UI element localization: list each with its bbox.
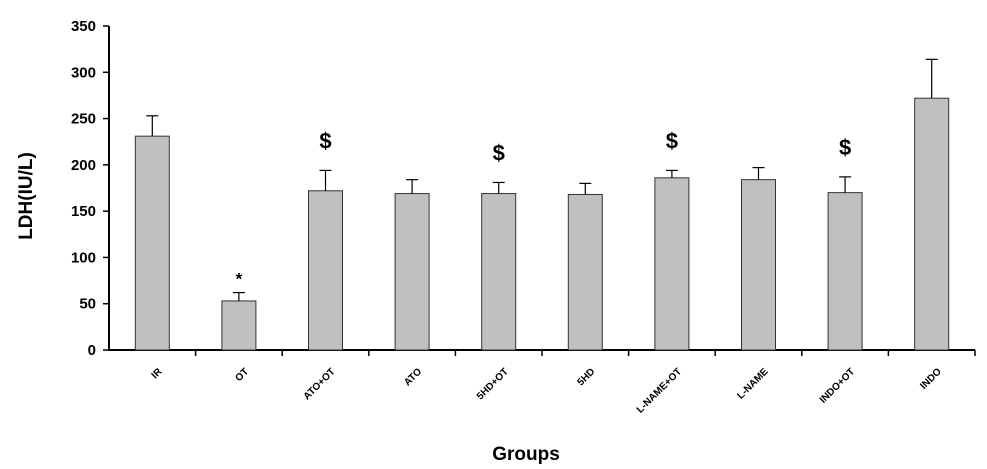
plot-area: 0 50 100 150 200 250 300 350 IR OT * ATO+OT $ ATO 5HD+…	[71, 18, 976, 416]
x-tick-label: ATO+OT	[302, 366, 338, 402]
x-tick-label: 5HD+OT	[475, 366, 511, 402]
x-tick-label: OT	[233, 366, 251, 384]
y-tick-label: 150	[71, 203, 96, 220]
bar	[308, 190, 343, 351]
y-tick-label: 300	[71, 64, 96, 81]
x-tick-label: 5HD	[575, 366, 597, 388]
bar	[654, 177, 690, 351]
significance-dollar: $	[319, 128, 331, 153]
y-tick-label: 0	[88, 342, 96, 359]
x-axis-title: Groups	[492, 444, 560, 465]
bar	[914, 97, 950, 351]
bar	[394, 193, 430, 351]
bar	[134, 135, 170, 351]
x-tick-label: L-NAME+OT	[635, 366, 684, 415]
bar	[827, 192, 863, 351]
x-tick-label: IR	[150, 366, 165, 381]
y-axis-title: LDH(IU/L)	[16, 152, 37, 240]
y-tick-label: 200	[71, 157, 96, 174]
significance-dollar: $	[493, 140, 505, 165]
x-tick-label: ATO	[402, 366, 424, 388]
x-tick-label: INDO+OT	[818, 366, 857, 405]
bar	[221, 300, 257, 351]
y-tick-label: 250	[71, 111, 96, 128]
bar	[741, 179, 776, 351]
significance-dollar: $	[666, 128, 678, 153]
bar	[481, 193, 517, 351]
x-tick-label: L-NAME	[735, 366, 771, 402]
y-tick-label: 50	[79, 296, 96, 313]
significance-dollar: $	[839, 135, 851, 160]
bar	[567, 193, 603, 351]
x-tick-label: INDO	[918, 366, 944, 392]
y-tick-label: 100	[71, 249, 96, 266]
significance-star: *	[236, 270, 243, 289]
y-tick-label: 350	[71, 18, 96, 35]
